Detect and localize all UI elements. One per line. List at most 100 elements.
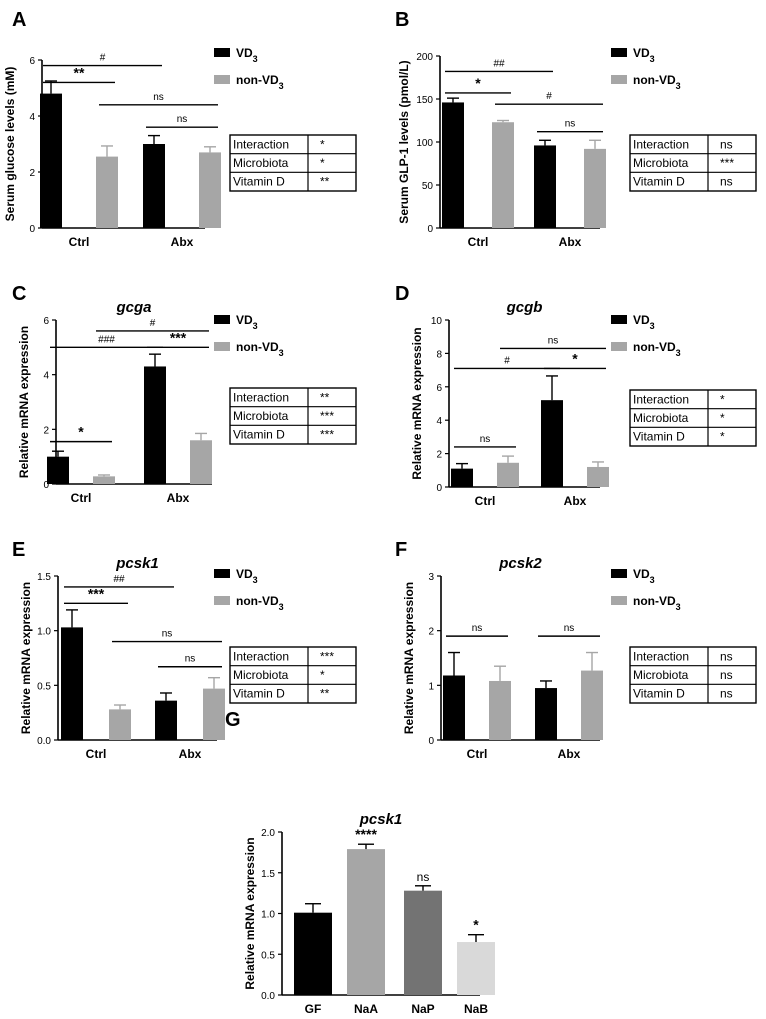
stats-value: ns — [720, 137, 733, 151]
y-tick-label: 1 — [428, 681, 434, 692]
x-tick-label: NaP — [411, 1002, 434, 1016]
y-tick-label: 0 — [427, 224, 433, 235]
y-tick-label: 4 — [29, 112, 35, 123]
significance-label: ns — [417, 870, 430, 884]
x-tick-label: Ctrl — [86, 747, 107, 761]
legend: VD3 non-VD3 — [611, 567, 681, 612]
significance-label: ns — [480, 434, 491, 445]
stats-table: Interaction ns Microbiota ns Vitamin D ns — [629, 646, 757, 704]
legend-swatch-non-vd3 — [611, 342, 627, 351]
bar-nap — [404, 890, 442, 995]
legend-swatch-non-vd3 — [214, 342, 230, 351]
y-tick-label: 1.5 — [261, 869, 275, 880]
legend-label-subscript: 3 — [279, 602, 284, 612]
stats-table-border — [629, 134, 757, 192]
bar-gf — [294, 912, 332, 995]
panel-label: E — [12, 539, 25, 561]
significance-label: **** — [355, 826, 377, 842]
stats-factor: Vitamin D — [633, 687, 685, 701]
stats-factor: Vitamin D — [633, 175, 685, 189]
stats-value: ns — [720, 649, 733, 663]
bar-non-vd3 — [581, 670, 603, 740]
bar-vd3 — [535, 688, 557, 740]
stats-value: *** — [320, 409, 334, 423]
significance-label: * — [572, 350, 578, 366]
x-tick-label: GF — [305, 1002, 322, 1016]
stats-value: *** — [320, 428, 334, 442]
legend-label-vd3: VD3 — [633, 567, 655, 585]
bar-non-vd3 — [492, 122, 514, 228]
stats-value: * — [720, 392, 725, 406]
chart-title: pcsk1 — [359, 811, 403, 828]
legend-label-base: non-VD — [236, 340, 279, 354]
significance-label: ## — [113, 574, 125, 585]
x-tick-label: Abx — [558, 747, 581, 761]
stats-value: * — [720, 430, 725, 444]
legend-swatch-vd3 — [611, 569, 627, 578]
y-tick-label: 1.0 — [261, 910, 275, 921]
stats-value: ns — [720, 175, 733, 189]
stats-value: * — [320, 137, 325, 151]
legend-swatch-vd3 — [611, 315, 627, 324]
y-tick-label: 150 — [416, 95, 433, 106]
y-axis-label: Relative mRNA expression — [17, 326, 31, 478]
legend-label-vd3: VD3 — [633, 313, 655, 331]
significance-label: ns — [564, 623, 575, 634]
stats-factor: Microbiota — [633, 156, 689, 170]
y-tick-label: 10 — [431, 316, 443, 327]
stats-table-border — [629, 646, 757, 704]
y-tick-label: 2 — [428, 627, 434, 638]
legend-label-base: non-VD — [633, 73, 676, 87]
stats-factor: Microbiota — [233, 156, 289, 170]
y-tick-label: 0 — [436, 483, 442, 494]
significance-label: ns — [472, 623, 483, 634]
bar-vd3 — [534, 145, 556, 228]
legend-swatch-non-vd3 — [611, 596, 627, 605]
y-tick-label: 4 — [43, 371, 49, 382]
stats-value: ns — [720, 668, 733, 682]
x-tick-label: Abx — [559, 235, 582, 249]
legend-swatch-non-vd3 — [611, 75, 627, 84]
significance-label: # — [150, 318, 156, 329]
legend-label-subscript: 3 — [676, 348, 681, 358]
panel-label: A — [12, 9, 26, 31]
panel-label: G — [225, 709, 241, 731]
legend-label-non-vd3: non-VD3 — [236, 340, 284, 358]
x-tick-label: Ctrl — [71, 491, 92, 505]
stats-factor: Interaction — [233, 390, 289, 404]
stats-table: Interaction ** Microbiota *** Vitamin D *** — [229, 387, 357, 445]
legend-swatch-vd3 — [214, 315, 230, 324]
significance-label: ## — [493, 58, 505, 69]
stats-factor: Vitamin D — [633, 430, 685, 444]
stats-factor: Interaction — [233, 649, 289, 663]
legend-label-base: VD — [633, 313, 650, 327]
bar-vd3 — [442, 102, 464, 228]
x-tick-label: Ctrl — [69, 235, 90, 249]
bar-non-vd3 — [93, 476, 115, 484]
y-tick-label: 0.0 — [261, 991, 275, 1002]
bar-vd3 — [143, 144, 165, 228]
significance-label: ** — [74, 64, 85, 80]
x-tick-label: Abx — [171, 235, 194, 249]
y-axis-label: Relative mRNA expression — [243, 837, 257, 989]
y-tick-label: 50 — [422, 181, 434, 192]
legend-label-base: non-VD — [236, 73, 279, 87]
stats-factor: Interaction — [633, 137, 689, 151]
legend-label-non-vd3: non-VD3 — [236, 73, 284, 91]
y-axis-label: Relative mRNA expression — [402, 582, 416, 734]
x-tick-label: Ctrl — [475, 494, 496, 508]
bar-non-vd3 — [584, 148, 606, 228]
significance-label: * — [475, 75, 481, 91]
significance-label: ns — [565, 119, 576, 130]
bar-non-vd3 — [587, 466, 609, 487]
stats-table: Interaction *** Microbiota * Vitamin D ** — [229, 646, 357, 704]
y-tick-label: 2 — [436, 450, 442, 461]
significance-label: *** — [88, 585, 105, 601]
stats-value: ** — [320, 687, 330, 701]
stats-factor: Microbiota — [633, 411, 689, 425]
bar-vd3 — [144, 366, 166, 484]
legend-label-non-vd3: non-VD3 — [633, 594, 681, 612]
stats-factor: Microbiota — [633, 668, 689, 682]
